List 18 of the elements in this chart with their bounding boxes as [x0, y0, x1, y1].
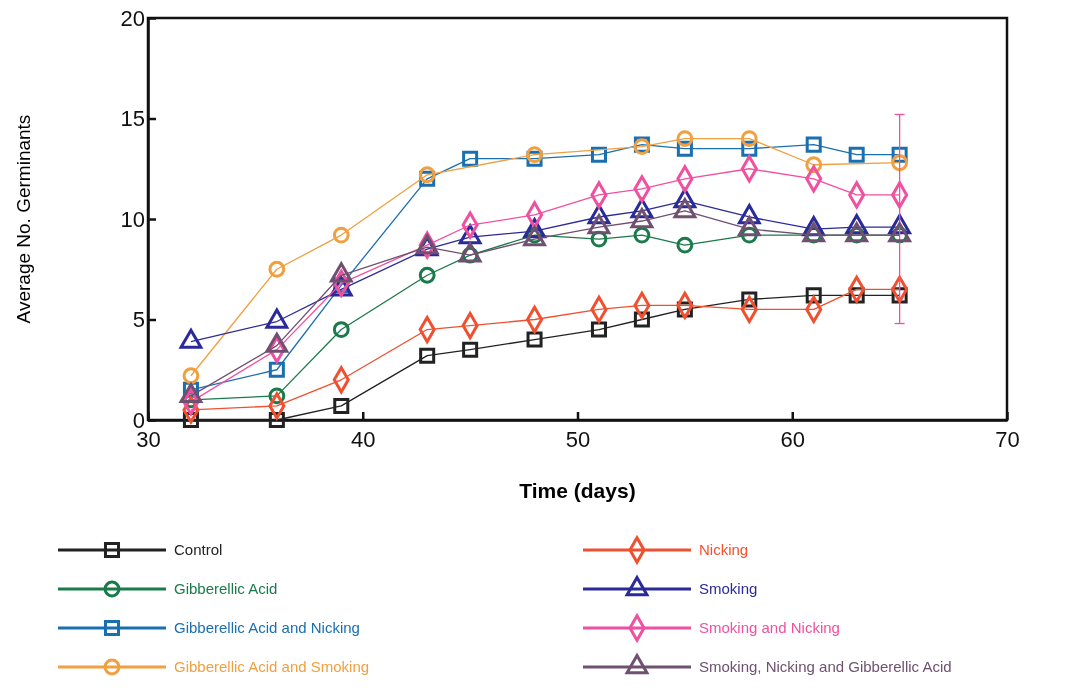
x-axis-title: Time (days) [519, 479, 636, 502]
y-tick-label: 20 [120, 5, 145, 31]
text: Smoking, Nicking and Gibberellic Acid [699, 658, 952, 675]
text: Smoking and Nicking [699, 619, 840, 636]
text: Control [174, 541, 223, 558]
x-tick-label: 60 [780, 427, 805, 453]
text: Gibberellic Acid and Smoking [174, 658, 370, 675]
x-tick-label: 40 [351, 427, 376, 453]
y-tick-label: 15 [120, 106, 145, 132]
x-tick-label: 70 [995, 427, 1020, 453]
text: Nicking [699, 541, 749, 558]
y-axis-title: Average No. Germinants [13, 114, 34, 324]
text: Smoking [699, 580, 758, 597]
text: Gibberellic Acid [174, 580, 278, 597]
x-tick-label: 50 [565, 427, 591, 453]
text: Gibberellic Acid and Nicking [174, 619, 360, 636]
y-tick-label: 10 [120, 206, 145, 232]
y-tick-label: 5 [132, 307, 145, 333]
